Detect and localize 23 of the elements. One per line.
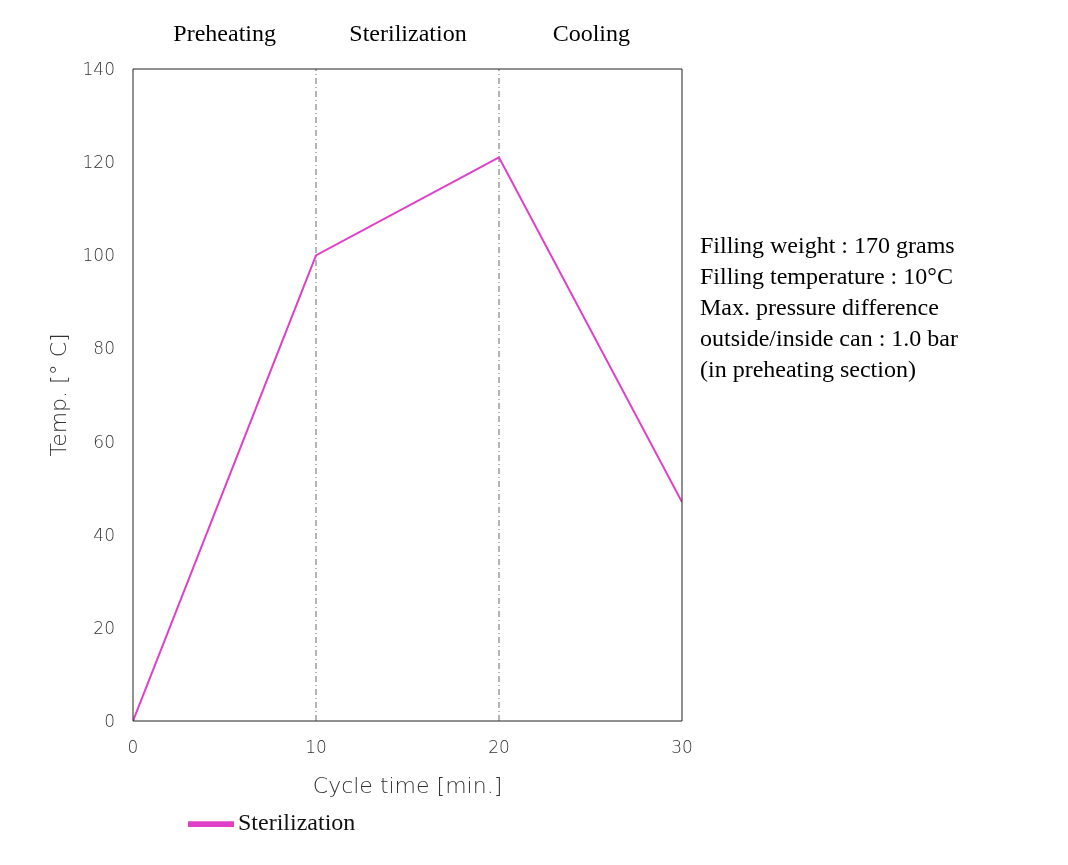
text: (in preheating section) (700, 355, 917, 384)
y-tick-label: 20 (93, 617, 115, 638)
x-tick-label: 10 (305, 737, 327, 758)
text: Cooling (552, 20, 630, 47)
y-tick-label: 120 (82, 152, 115, 173)
text: Max. pressure difference (700, 293, 940, 322)
text: Preheating (173, 20, 276, 47)
text: Filling temperature : 10°C (700, 262, 954, 291)
x-axis-title: Cycle time [min.] (312, 773, 503, 798)
text: outside/inside can : 1.0 bar (700, 324, 958, 353)
y-tick-label: 140 (82, 59, 115, 80)
x-tick-label: 20 (488, 737, 510, 758)
y-tick-label: 100 (82, 245, 115, 266)
y-tick-label: 60 (93, 431, 115, 452)
text: Filling weight : 170 grams (700, 231, 956, 260)
y-tick-label: 80 (93, 338, 115, 359)
x-tick-label: 30 (671, 737, 693, 758)
legend-label: Sterilization (238, 808, 356, 835)
y-axis-title: Temp. [° C] (45, 333, 71, 457)
y-tick-label: 0 (104, 711, 115, 732)
y-tick-label: 40 (93, 524, 115, 545)
text: Sterilization (349, 20, 467, 47)
x-tick-label: 0 (127, 737, 139, 758)
